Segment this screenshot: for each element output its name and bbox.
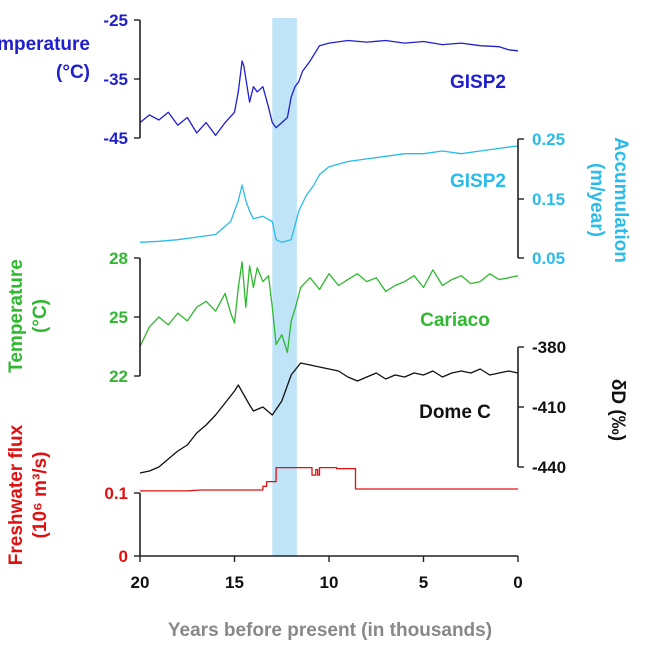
cariaco-temp-tick-label: 28 xyxy=(109,249,128,268)
gisp2-temp-tick-label: -35 xyxy=(103,70,128,89)
cariaco-temp-axis-label-line: Temperature xyxy=(6,259,27,373)
freshwater-flux-axis-label: Freshwater flux (10⁶ m³/s) xyxy=(6,424,51,565)
cariaco-temp-series-label: Cariaco xyxy=(420,310,490,331)
x-tick-label: 10 xyxy=(320,573,339,592)
x-tick-label: 15 xyxy=(225,573,244,592)
event-band xyxy=(272,18,297,556)
domec-dd-series-label: Dome C xyxy=(419,402,491,423)
x-axis-label: Years before present (in thousands) xyxy=(168,620,492,641)
gisp2-accum-axis: 0.25 0.15 0.05 Accumulation(m/year) xyxy=(517,130,631,268)
cariaco-temp-axis-label-line: (°C) xyxy=(30,299,51,333)
cariaco-temp-axis-label: Temperature (°C) xyxy=(6,259,51,373)
domec-dd-axis-label-line: δD (‰) xyxy=(607,379,628,441)
domec-dd-tick-label: -440 xyxy=(532,458,566,477)
x-tick-label: 0 xyxy=(513,573,522,592)
gisp2-accum-tick-label: 0.25 xyxy=(532,130,565,149)
freshwater-flux-axis-label-line: Freshwater flux xyxy=(6,424,27,565)
freshwater-flux-tick-label: 0 xyxy=(119,547,128,566)
gisp2-accum-tick-label: 0.05 xyxy=(532,249,565,268)
cariaco-temp-tick-label: 22 xyxy=(109,367,128,386)
gisp2-temp-line xyxy=(139,39,519,137)
domec-dd-axis: -380 -410 -440 δD (‰) xyxy=(517,338,628,477)
domec-dd-axis-label: δD (‰) xyxy=(607,379,628,441)
gisp2-temp-axis: -25 -35 -45 Temperature (°C) xyxy=(0,11,141,148)
gisp2-temp-axis-label: (°C) xyxy=(56,62,90,83)
freshwater-flux-axis-label-line: (10⁶ m³/s) xyxy=(30,452,51,539)
cariaco-temp-axis: 28 25 22 Temperature (°C) xyxy=(6,249,141,386)
cariaco-temp-line xyxy=(139,261,519,354)
x-tick-label: 20 xyxy=(131,573,150,592)
gisp2-temp-tick-label: -45 xyxy=(103,129,128,148)
gisp2-accum-tick-label: 0.15 xyxy=(532,190,565,209)
freshwater-flux-axis: 0.1 0 Freshwater flux (10⁶ m³/s) xyxy=(6,424,141,566)
plot-series: GISP2 GISP2 Cariaco Dome C xyxy=(139,39,519,492)
y-axes: -25-35-45Temperature(°C)0.250.150.05Accu… xyxy=(0,11,631,566)
freshwater-flux-line xyxy=(140,466,518,492)
gisp2-temp-axis-label: Temperature xyxy=(0,34,90,55)
freshwater-flux-tick-label: 0.1 xyxy=(104,484,128,503)
gisp2-temp-series-label: GISP2 xyxy=(450,72,506,93)
gisp2-accum-axis-label-line: (m/year) xyxy=(586,163,607,237)
gisp2-temp-tick-label: -25 xyxy=(103,11,128,30)
cariaco-temp-tick-label: 25 xyxy=(109,308,128,327)
domec-dd-line xyxy=(139,362,519,474)
gisp2-accum-axis-label-line: Accumulation xyxy=(610,137,631,263)
gisp2-accum-series-label: GISP2 xyxy=(450,171,506,192)
domec-dd-tick-label: -380 xyxy=(532,338,566,357)
domec-dd-tick-label: -410 xyxy=(532,398,566,417)
gisp2-accum-line xyxy=(139,145,519,243)
x-axis-ticks: 20 15 10 5 0 xyxy=(131,556,523,592)
x-tick-label: 5 xyxy=(419,573,428,592)
gisp2-accum-axis-label: Accumulation(m/year) xyxy=(586,137,631,263)
